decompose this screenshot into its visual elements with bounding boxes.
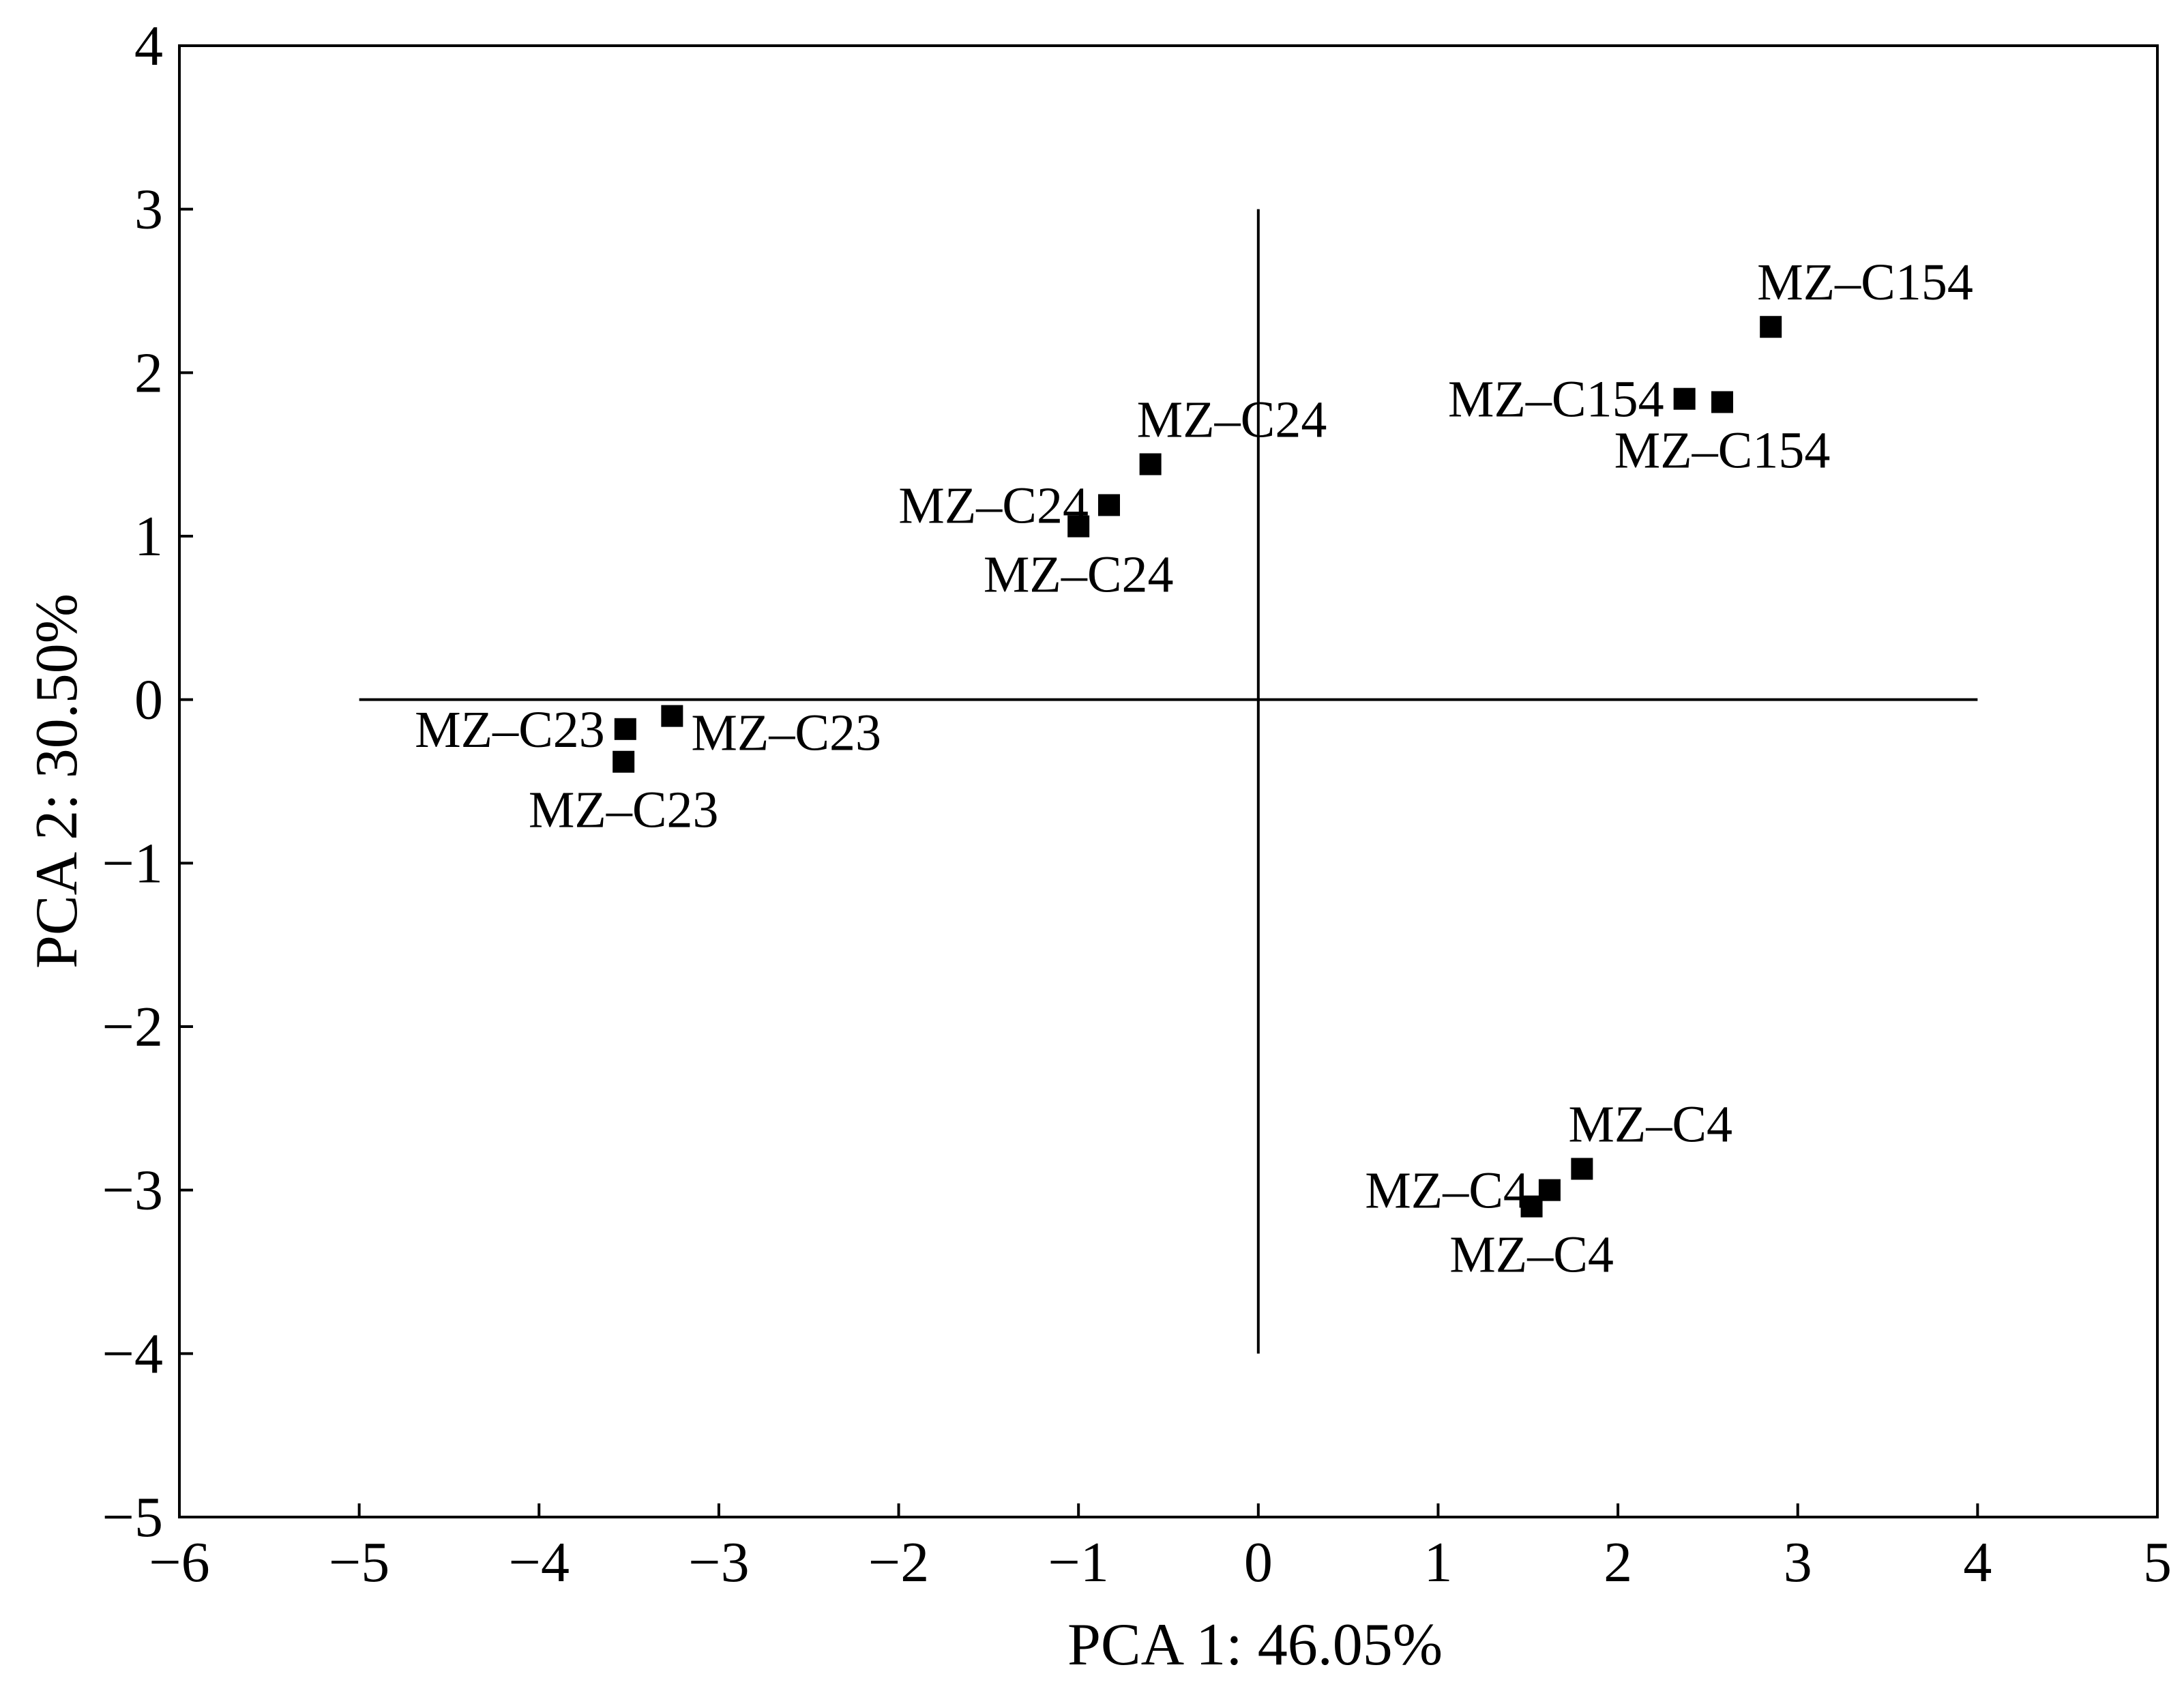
- data-point-marker: [661, 705, 683, 727]
- data-point-marker: [614, 718, 636, 740]
- x-tick-label: −1: [1048, 1531, 1108, 1594]
- data-point-label: MZ–C23: [529, 782, 719, 839]
- y-tick-label: 0: [134, 668, 163, 732]
- data-point-marker: [1520, 1195, 1543, 1218]
- y-axis-title: PCA 2: 30.50%: [24, 593, 90, 969]
- x-tick-label: −6: [149, 1531, 209, 1594]
- data-point-label: MZ–C24: [1137, 392, 1327, 449]
- y-axis-ticks: −5 −4 −3 −2 −1 0 1 2 3 4: [102, 14, 193, 1549]
- data-point-label: MZ–C23: [691, 705, 881, 762]
- data-point-marker: [1571, 1158, 1593, 1180]
- data-point-marker: [1098, 494, 1120, 516]
- x-tick-label: −3: [688, 1531, 749, 1594]
- data-point-label: MZ–C4: [1365, 1162, 1529, 1220]
- x-tick-label: −5: [329, 1531, 389, 1594]
- data-point-label: MZ–C24: [898, 477, 1089, 534]
- data-point-marker: [1067, 515, 1090, 538]
- y-tick-label: −5: [102, 1486, 163, 1549]
- reference-lines: [359, 209, 1978, 1354]
- data-point-label: MZ–C4: [1449, 1226, 1614, 1284]
- data-point-label: MZ–C154: [1757, 254, 1973, 311]
- data-point-label: MZ–C154: [1448, 371, 1664, 428]
- data-point-marker: [1673, 387, 1696, 410]
- x-tick-label: 5: [2143, 1531, 2172, 1594]
- x-tick-label: 1: [1423, 1531, 1452, 1594]
- data-points: [613, 316, 1782, 1218]
- x-tick-label: 4: [1963, 1531, 1992, 1594]
- data-point-label: MZ–C23: [415, 701, 605, 759]
- x-tick-label: −2: [868, 1531, 929, 1594]
- point-labels: MZ–C154MZ–C154MZ–C154MZ–C24MZ–C24MZ–C24M…: [415, 254, 1973, 1283]
- y-tick-label: −2: [102, 995, 163, 1059]
- x-tick-label: 2: [1604, 1531, 1632, 1594]
- data-point-marker: [1139, 453, 1162, 475]
- x-tick-label: 3: [1784, 1531, 1812, 1594]
- x-axis-title: PCA 1: 46.05%: [1067, 1612, 1443, 1678]
- y-tick-label: 4: [134, 14, 163, 78]
- data-point-marker: [613, 750, 635, 773]
- data-point-label: MZ–C24: [984, 546, 1174, 604]
- x-tick-label: 0: [1244, 1531, 1273, 1594]
- data-point-label: MZ–C154: [1614, 422, 1831, 479]
- y-tick-label: 1: [134, 505, 163, 568]
- plot-frame: [178, 44, 2159, 1518]
- y-tick-label: −1: [102, 832, 163, 895]
- data-point-marker: [1760, 316, 1782, 338]
- y-tick-label: 2: [134, 341, 163, 405]
- x-axis-ticks: −6 −5 −4 −3 −2 −1 0 1 2 3 4 5: [149, 1503, 2172, 1594]
- y-tick-label: 3: [134, 178, 163, 241]
- y-tick-label: −3: [102, 1159, 163, 1222]
- data-point-label: MZ–C4: [1568, 1096, 1732, 1153]
- x-tick-label: −4: [509, 1531, 570, 1594]
- data-point-marker: [1711, 391, 1733, 413]
- y-tick-label: −4: [102, 1322, 163, 1385]
